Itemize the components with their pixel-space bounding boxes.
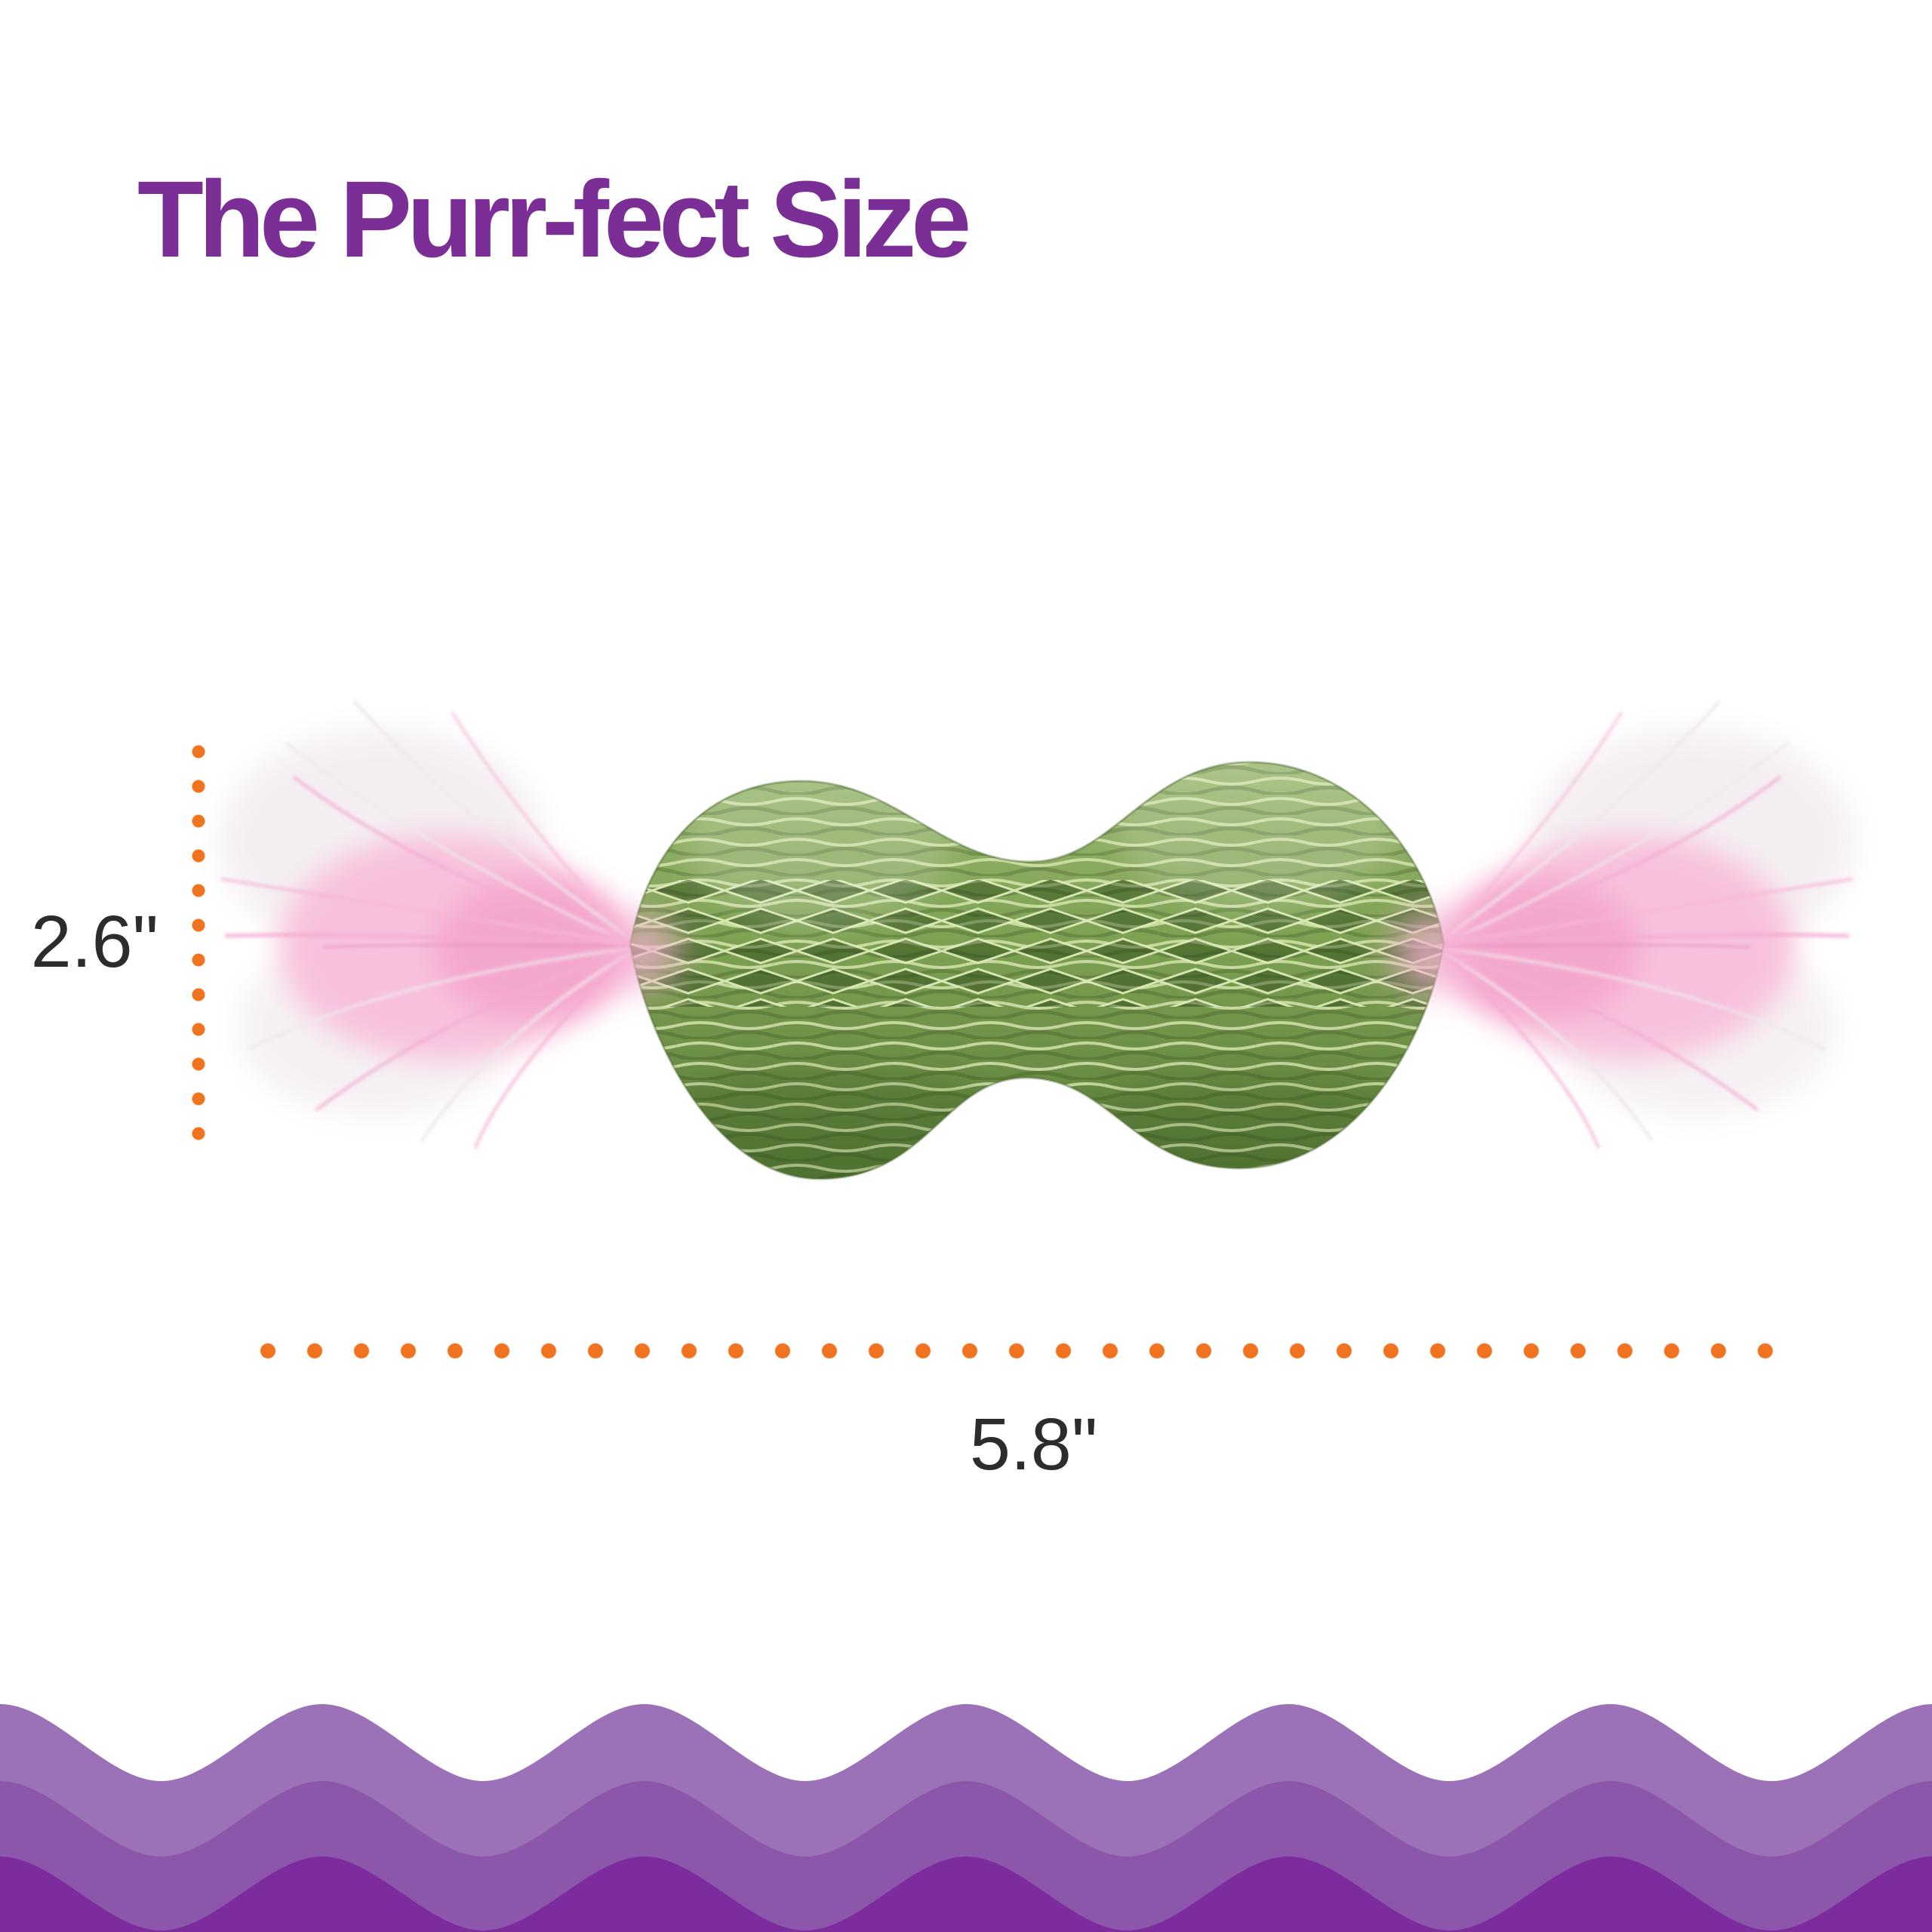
width-dimension-label: 5.8" xyxy=(970,1403,1098,1485)
left-feathers-illustration xyxy=(219,702,638,1147)
right-feather-overlap xyxy=(1393,913,1472,992)
height-dimension-dotted-line xyxy=(192,734,205,1151)
wave-layer-medium xyxy=(0,1781,1932,1932)
right-feathers-illustration xyxy=(1436,702,1855,1147)
left-feather-overlap xyxy=(608,918,678,987)
height-dimension-label: 2.6" xyxy=(30,900,158,983)
page-title: The Purr-fect Size xyxy=(137,158,971,280)
honeycomb-toy-illustration xyxy=(608,761,1472,1180)
wave-layer-dark xyxy=(0,1857,1932,1932)
wave-decoration xyxy=(0,1704,1932,1932)
width-dimension-dotted-line xyxy=(245,1342,1789,1360)
